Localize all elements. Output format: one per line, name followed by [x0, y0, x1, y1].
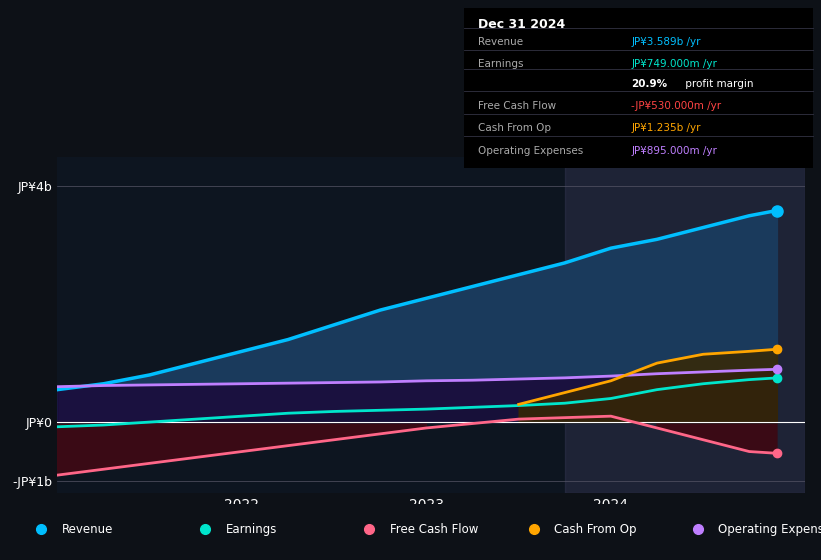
Text: Revenue: Revenue: [478, 37, 523, 47]
Text: -JP¥530.000m /yr: -JP¥530.000m /yr: [631, 101, 722, 111]
Text: JP¥749.000m /yr: JP¥749.000m /yr: [631, 59, 718, 69]
Text: Revenue: Revenue: [62, 522, 113, 536]
Text: Dec 31 2024: Dec 31 2024: [478, 18, 565, 31]
Bar: [565, 157, 805, 493]
Text: Free Cash Flow: Free Cash Flow: [390, 522, 479, 536]
Text: JP¥1.235b /yr: JP¥1.235b /yr: [631, 123, 701, 133]
Text: JP¥3.589b /yr: JP¥3.589b /yr: [631, 37, 701, 47]
Text: JP¥895.000m /yr: JP¥895.000m /yr: [631, 146, 718, 156]
Text: Operating Expenses: Operating Expenses: [718, 522, 821, 536]
Text: Operating Expenses: Operating Expenses: [478, 146, 583, 156]
Text: Free Cash Flow: Free Cash Flow: [478, 101, 556, 111]
Text: Cash From Op: Cash From Op: [554, 522, 636, 536]
Text: Earnings: Earnings: [226, 522, 277, 536]
Text: profit margin: profit margin: [682, 78, 754, 88]
Text: 20.9%: 20.9%: [631, 78, 667, 88]
Text: Cash From Op: Cash From Op: [478, 123, 551, 133]
Text: Earnings: Earnings: [478, 59, 523, 69]
